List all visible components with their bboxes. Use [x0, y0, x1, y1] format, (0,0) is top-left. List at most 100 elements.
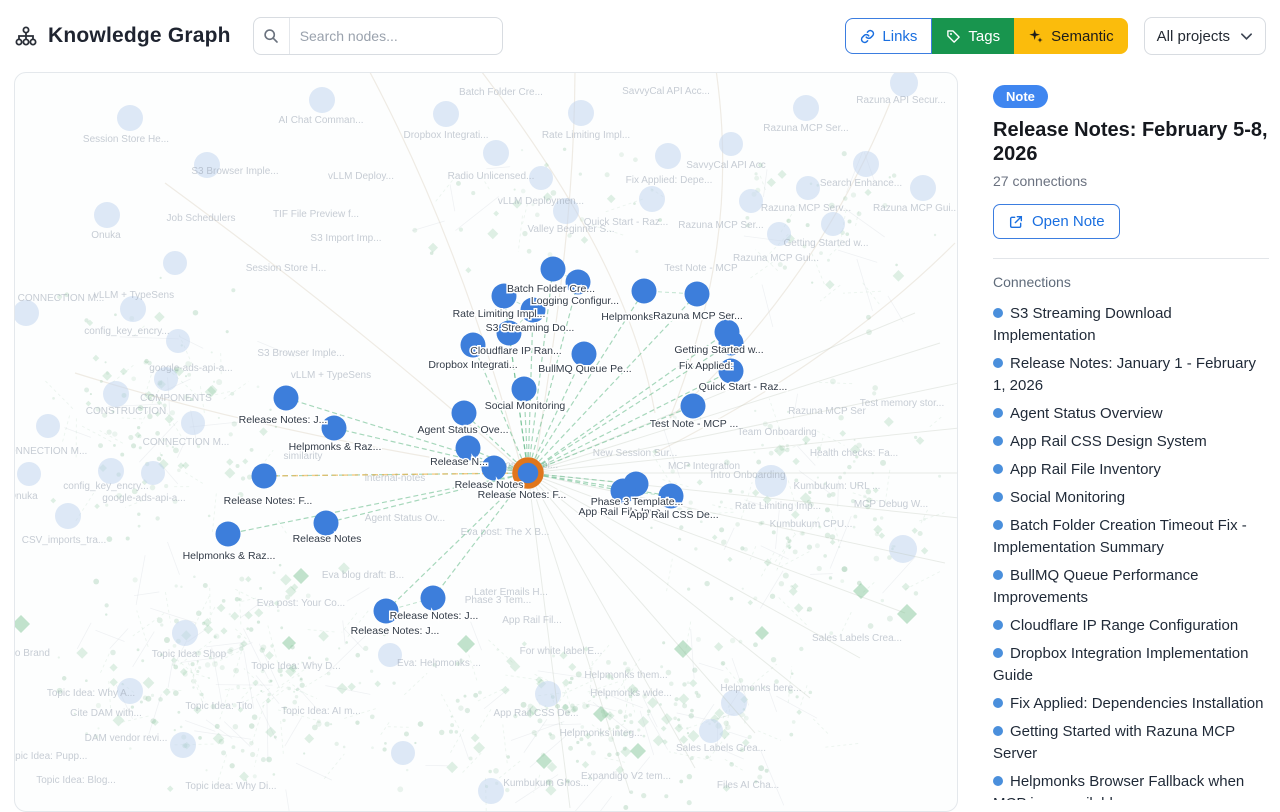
graph-node[interactable] — [681, 394, 706, 419]
graph-node-faded[interactable] — [163, 251, 187, 275]
links-mode-button[interactable]: Links — [845, 18, 932, 54]
connection-item[interactable]: Helpmonks Browser Fallback when MCP is u… — [993, 771, 1269, 800]
connection-item[interactable]: Social Monitoring — [993, 487, 1269, 509]
graph-node-faded[interactable] — [796, 176, 820, 200]
search-input[interactable] — [290, 28, 502, 44]
graph-node[interactable] — [314, 511, 339, 536]
graph-node[interactable] — [541, 257, 566, 282]
connection-item[interactable]: Dropbox Integration Implementation Guide — [993, 643, 1269, 687]
project-filter-select[interactable]: All projects — [1144, 17, 1266, 55]
graph-node[interactable] — [252, 464, 277, 489]
connection-item[interactable]: Batch Folder Creation Timeout Fix - Impl… — [993, 515, 1269, 559]
graph-node-faded[interactable] — [889, 535, 917, 563]
bg-dot — [100, 380, 103, 383]
graph-node-label: BullMQ Queue Pe... — [538, 363, 631, 375]
bg-dot — [249, 627, 254, 632]
bg-dot — [678, 538, 681, 541]
bg-dot — [128, 435, 133, 440]
bg-dot — [605, 172, 610, 177]
graph-node-faded[interactable] — [433, 101, 459, 127]
connection-item[interactable]: Agent Status Overview — [993, 403, 1269, 425]
graph-node-label-faded: Session Store He... — [83, 134, 169, 145]
tags-mode-button[interactable]: Tags — [932, 18, 1014, 54]
graph-ray — [528, 383, 958, 473]
graph-node[interactable] — [274, 386, 299, 411]
bg-dot — [719, 527, 724, 532]
bg-edge — [305, 673, 327, 687]
graph-node[interactable] — [512, 377, 537, 402]
bg-diamond — [607, 194, 616, 203]
graph-node-faded[interactable] — [568, 100, 594, 126]
graph-node-label-faded: SavvyCal API Acc... — [622, 86, 710, 97]
graph-node-faded[interactable] — [17, 462, 41, 486]
graph-node-label: Release Notes: J... — [390, 610, 479, 622]
graph-node-label-faded: Cite DAM with... — [70, 708, 142, 719]
graph-node-faded[interactable] — [117, 105, 143, 131]
graph-node-faded[interactable] — [170, 732, 196, 758]
graph-node-faded[interactable] — [172, 620, 198, 646]
connection-item[interactable]: App Rail File Inventory — [993, 459, 1269, 481]
bg-dot — [229, 647, 234, 652]
graph-node-faded[interactable] — [181, 411, 205, 435]
graph-node-faded[interactable] — [639, 186, 665, 212]
graph-node-faded[interactable] — [821, 212, 845, 236]
connection-item[interactable]: BullMQ Queue Performance Improvements — [993, 565, 1269, 609]
bg-dot — [779, 581, 784, 586]
graph-node-faded[interactable] — [890, 73, 918, 97]
bg-dot — [488, 770, 491, 773]
graph-node-faded[interactable] — [391, 741, 415, 765]
bg-diamond — [318, 631, 329, 642]
page-title: Knowledge Graph — [48, 24, 231, 48]
bg-dot — [97, 727, 99, 729]
graph-node-faded[interactable] — [853, 151, 879, 177]
bg-dot — [675, 697, 679, 701]
graph-node-faded[interactable] — [793, 95, 819, 121]
graph-node[interactable] — [632, 279, 657, 304]
graph-node-faded[interactable] — [36, 414, 60, 438]
bg-dot — [280, 626, 283, 629]
graph-node[interactable] — [421, 586, 446, 611]
bg-dot — [105, 603, 109, 607]
graph-node-faded[interactable] — [655, 143, 681, 169]
connection-item[interactable]: Getting Started with Razuna MCP Server — [993, 721, 1269, 765]
graph-node-faded[interactable] — [478, 778, 504, 804]
graph-node-faded[interactable] — [483, 140, 509, 166]
bg-dot — [591, 750, 596, 755]
graph-node-faded[interactable] — [699, 719, 723, 743]
graph-node[interactable] — [216, 522, 241, 547]
bg-dot — [807, 607, 812, 612]
connection-item[interactable]: App Rail CSS Design System — [993, 431, 1269, 453]
bg-dot — [239, 577, 244, 582]
graph-node-faded[interactable] — [910, 175, 936, 201]
open-note-button[interactable]: Open Note — [993, 204, 1120, 239]
graph-node-faded[interactable] — [103, 381, 129, 407]
graph-node[interactable] — [452, 401, 477, 426]
semantic-mode-button[interactable]: Semantic — [1014, 18, 1128, 54]
bg-dot — [857, 211, 862, 216]
connection-item[interactable]: Fix Applied: Dependencies Installation — [993, 693, 1269, 715]
bg-edge — [404, 673, 427, 695]
graph-node-label-faded: Onuka — [15, 491, 38, 502]
graph-node[interactable] — [685, 282, 710, 307]
bg-dot — [312, 725, 318, 731]
graph-node-faded[interactable] — [719, 132, 743, 156]
bg-dot — [579, 173, 582, 176]
graph-node-faded[interactable] — [309, 87, 335, 113]
connection-item[interactable]: Cloudflare IP Range Configuration — [993, 615, 1269, 637]
graph-node-label: S3 Streaming Do... — [486, 322, 575, 334]
bg-dot — [208, 515, 211, 518]
connection-dot — [993, 520, 1003, 530]
graph-node-faded[interactable] — [55, 503, 81, 529]
bg-dot — [678, 724, 682, 728]
graph-node-label-faded: Razuna MCP Gui... — [733, 253, 819, 264]
connection-item[interactable]: S3 Streaming Download Implementation — [993, 303, 1269, 347]
graph-node-faded[interactable] — [94, 202, 120, 228]
graph-node-label-faded: Topic Idea: Why D... — [251, 661, 340, 672]
bg-dot — [180, 726, 183, 729]
connection-item[interactable]: Release Notes: January 1 - February 1, 2… — [993, 353, 1269, 397]
bg-dot — [139, 446, 142, 449]
bg-dot — [793, 549, 798, 554]
knowledge-graph-canvas[interactable]: Session Store He...AI Chat Comman...Batc… — [15, 73, 958, 812]
graph-node-label-faded: CONSTRUCTION — [86, 406, 167, 417]
graph-node-faded[interactable] — [739, 189, 763, 213]
